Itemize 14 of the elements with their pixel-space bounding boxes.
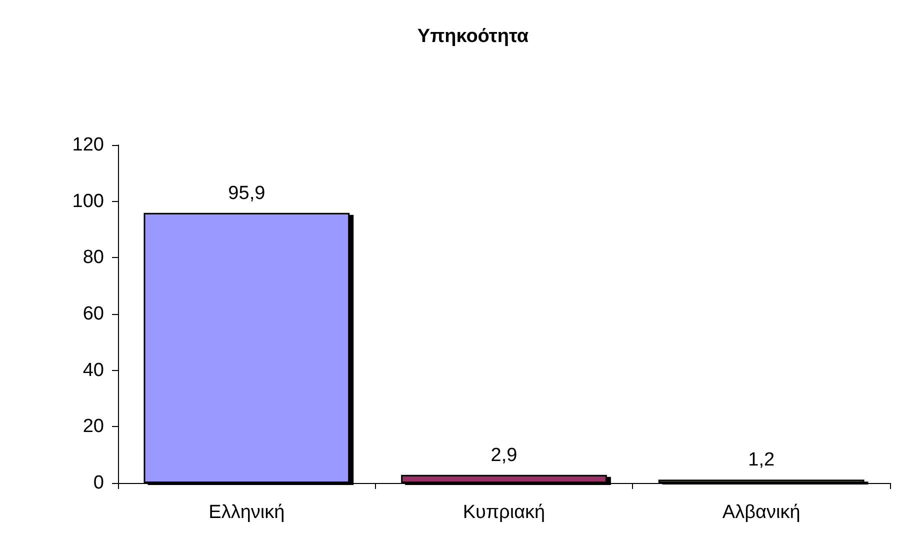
y-tick-label: 120: [72, 134, 104, 156]
data-label: 95,9: [228, 182, 266, 204]
chart-title: Υπηκοότητα: [417, 26, 529, 47]
y-tick-label: 20: [82, 416, 104, 438]
x-tick-label: Αλβανική: [722, 502, 800, 523]
data-label: 2,9: [490, 444, 518, 466]
data-label: 1,2: [748, 450, 775, 471]
y-tick-label: 0: [93, 472, 104, 494]
y-tick-label: 100: [72, 190, 104, 212]
y-tick-label: 80: [82, 247, 104, 268]
x-tick-label: Ελληνική: [208, 502, 285, 523]
x-tick-label: Κυπριακή: [462, 502, 546, 523]
y-tick-label: 60: [82, 304, 104, 324]
y-tick-label: 40: [82, 360, 104, 381]
